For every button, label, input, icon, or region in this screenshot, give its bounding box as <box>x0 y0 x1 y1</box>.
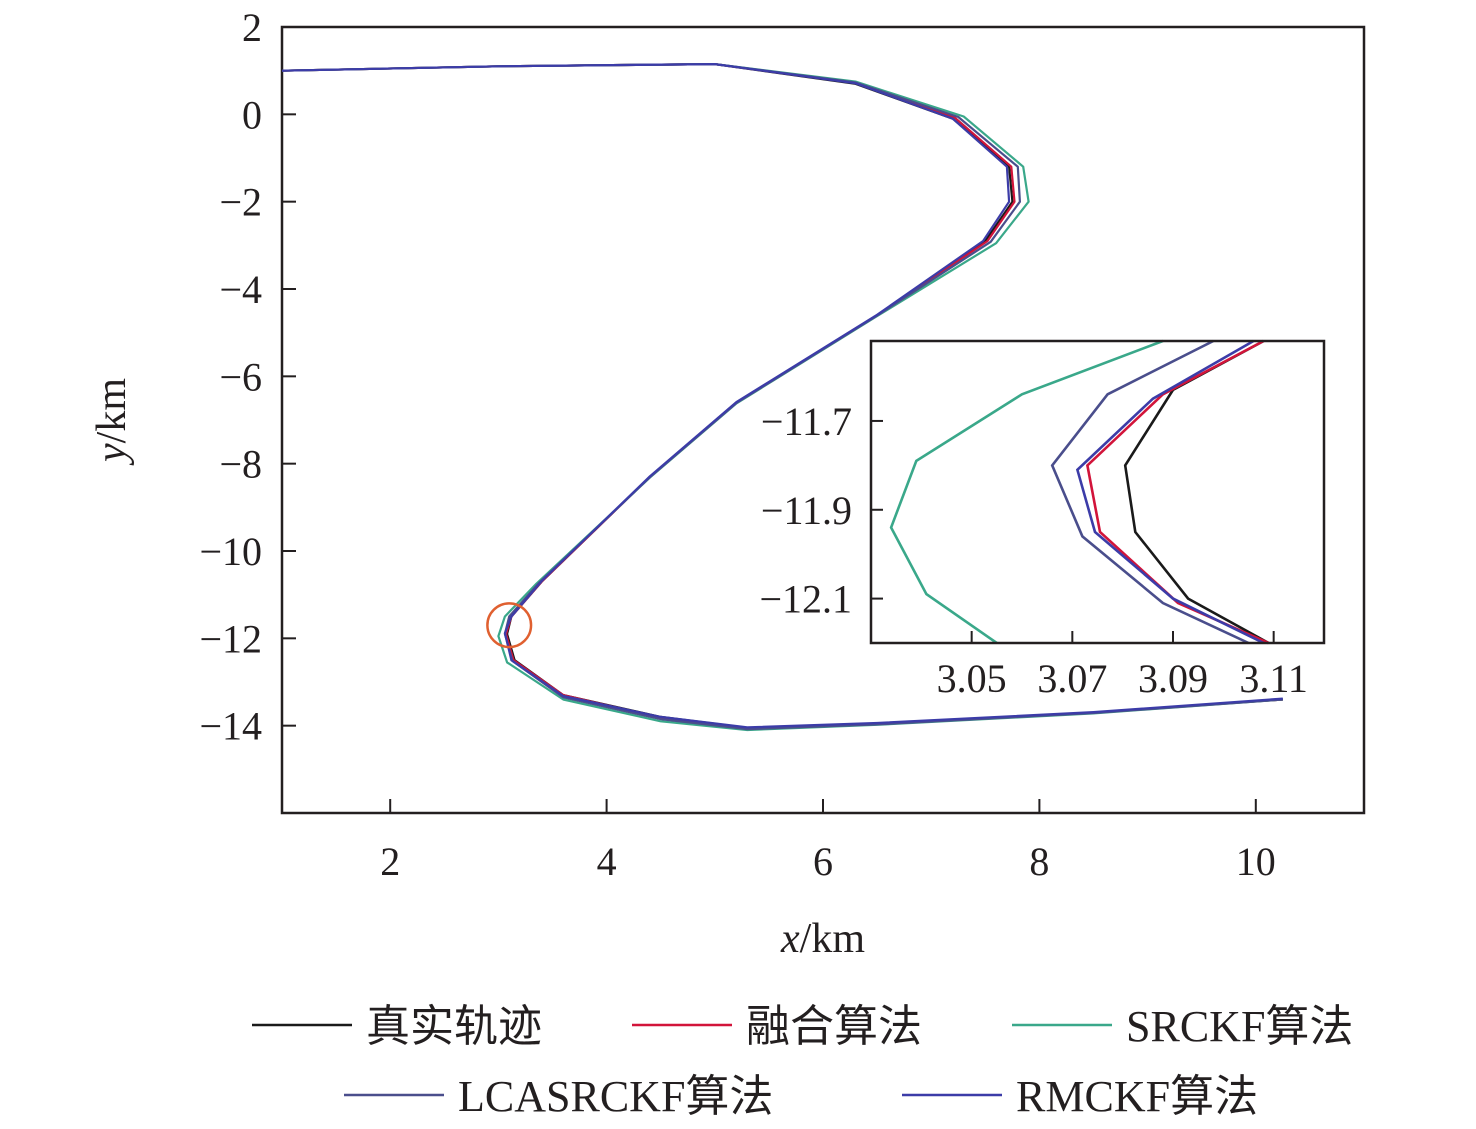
x-tick-label: 4 <box>597 839 617 884</box>
legend-item-1: 真实轨迹 <box>252 1002 542 1051</box>
inset-y-tick-label: −12.1 <box>759 577 852 622</box>
legend-label: SRCKF算法 <box>1126 1002 1353 1051</box>
zoom-circle <box>486 602 533 649</box>
inset-series-group <box>889 339 1270 645</box>
legend-label: 融合算法 <box>746 1002 922 1051</box>
legend: 真实轨迹 融合算法 SRCKF算法 LCASRCKF算法 RMCKF算法 <box>252 1002 1353 1121</box>
y-tick-label: 0 <box>242 92 262 137</box>
legend-label: 真实轨迹 <box>366 1002 542 1051</box>
legend-label: RMCKF算法 <box>1016 1072 1258 1121</box>
main-series-group <box>281 62 1283 732</box>
main-y-ticks: 2 0 −2 −4 −6 −8 −10 −12 −14 <box>199 5 296 749</box>
x-tick-label: 8 <box>1029 839 1049 884</box>
inset-x-tick-label: 3.11 <box>1239 656 1308 701</box>
inset-x-ticks: 3.05 3.07 3.09 3.11 <box>937 631 1308 701</box>
y-tick-label: −6 <box>219 354 262 399</box>
legend-item-5: RMCKF算法 <box>902 1072 1258 1121</box>
inset-x-tick-label: 3.07 <box>1037 656 1107 701</box>
legend-label: LCASRCKF算法 <box>458 1072 773 1121</box>
inset-y-tick-label: −11.9 <box>761 488 852 533</box>
y-tick-label: 2 <box>242 5 262 50</box>
inset-x-tick-label: 3.05 <box>937 656 1007 701</box>
x-tick-label: 6 <box>813 839 833 884</box>
inset-y-ticks: −11.7 −11.9 −12.1 <box>759 399 883 622</box>
inset-y-tick-label: −11.7 <box>761 399 852 444</box>
y-tick-label: −4 <box>219 267 262 312</box>
inset-background <box>871 341 1324 643</box>
y-tick-label: −8 <box>219 442 262 487</box>
y-tick-label: −10 <box>199 529 262 574</box>
x-tick-label: 2 <box>380 839 400 884</box>
x-axis-title: x/km <box>780 916 865 962</box>
series-line-5 <box>281 62 1283 729</box>
inset-frame <box>869 339 1326 645</box>
inset-series-line-3 <box>889 339 1164 645</box>
legend-item-3: SRCKF算法 <box>1012 1002 1353 1051</box>
y-axis-title: y/km <box>89 378 135 466</box>
inset-series-line-4 <box>1050 339 1250 645</box>
y-tick-label: −12 <box>199 616 262 661</box>
inset-series-line-5 <box>1075 339 1265 645</box>
main-plot: 2 4 6 8 10 2 0 −2 −4 −6 −8 −10 −12 −14 x/km y/km <box>89 5 1366 962</box>
main-x-ticks: 2 4 6 8 10 <box>380 799 1276 884</box>
inset-x-tick-label: 3.09 <box>1138 656 1208 701</box>
y-tick-label: −2 <box>219 180 262 225</box>
y-tick-label: −14 <box>199 704 262 749</box>
inset-plot: 3.05 3.07 3.09 3.11 −11.7 −11.9 −12.1 <box>759 339 1326 701</box>
x-tick-label: 10 <box>1236 839 1276 884</box>
legend-item-4: LCASRCKF算法 <box>344 1072 773 1121</box>
legend-item-2: 融合算法 <box>632 1002 922 1051</box>
